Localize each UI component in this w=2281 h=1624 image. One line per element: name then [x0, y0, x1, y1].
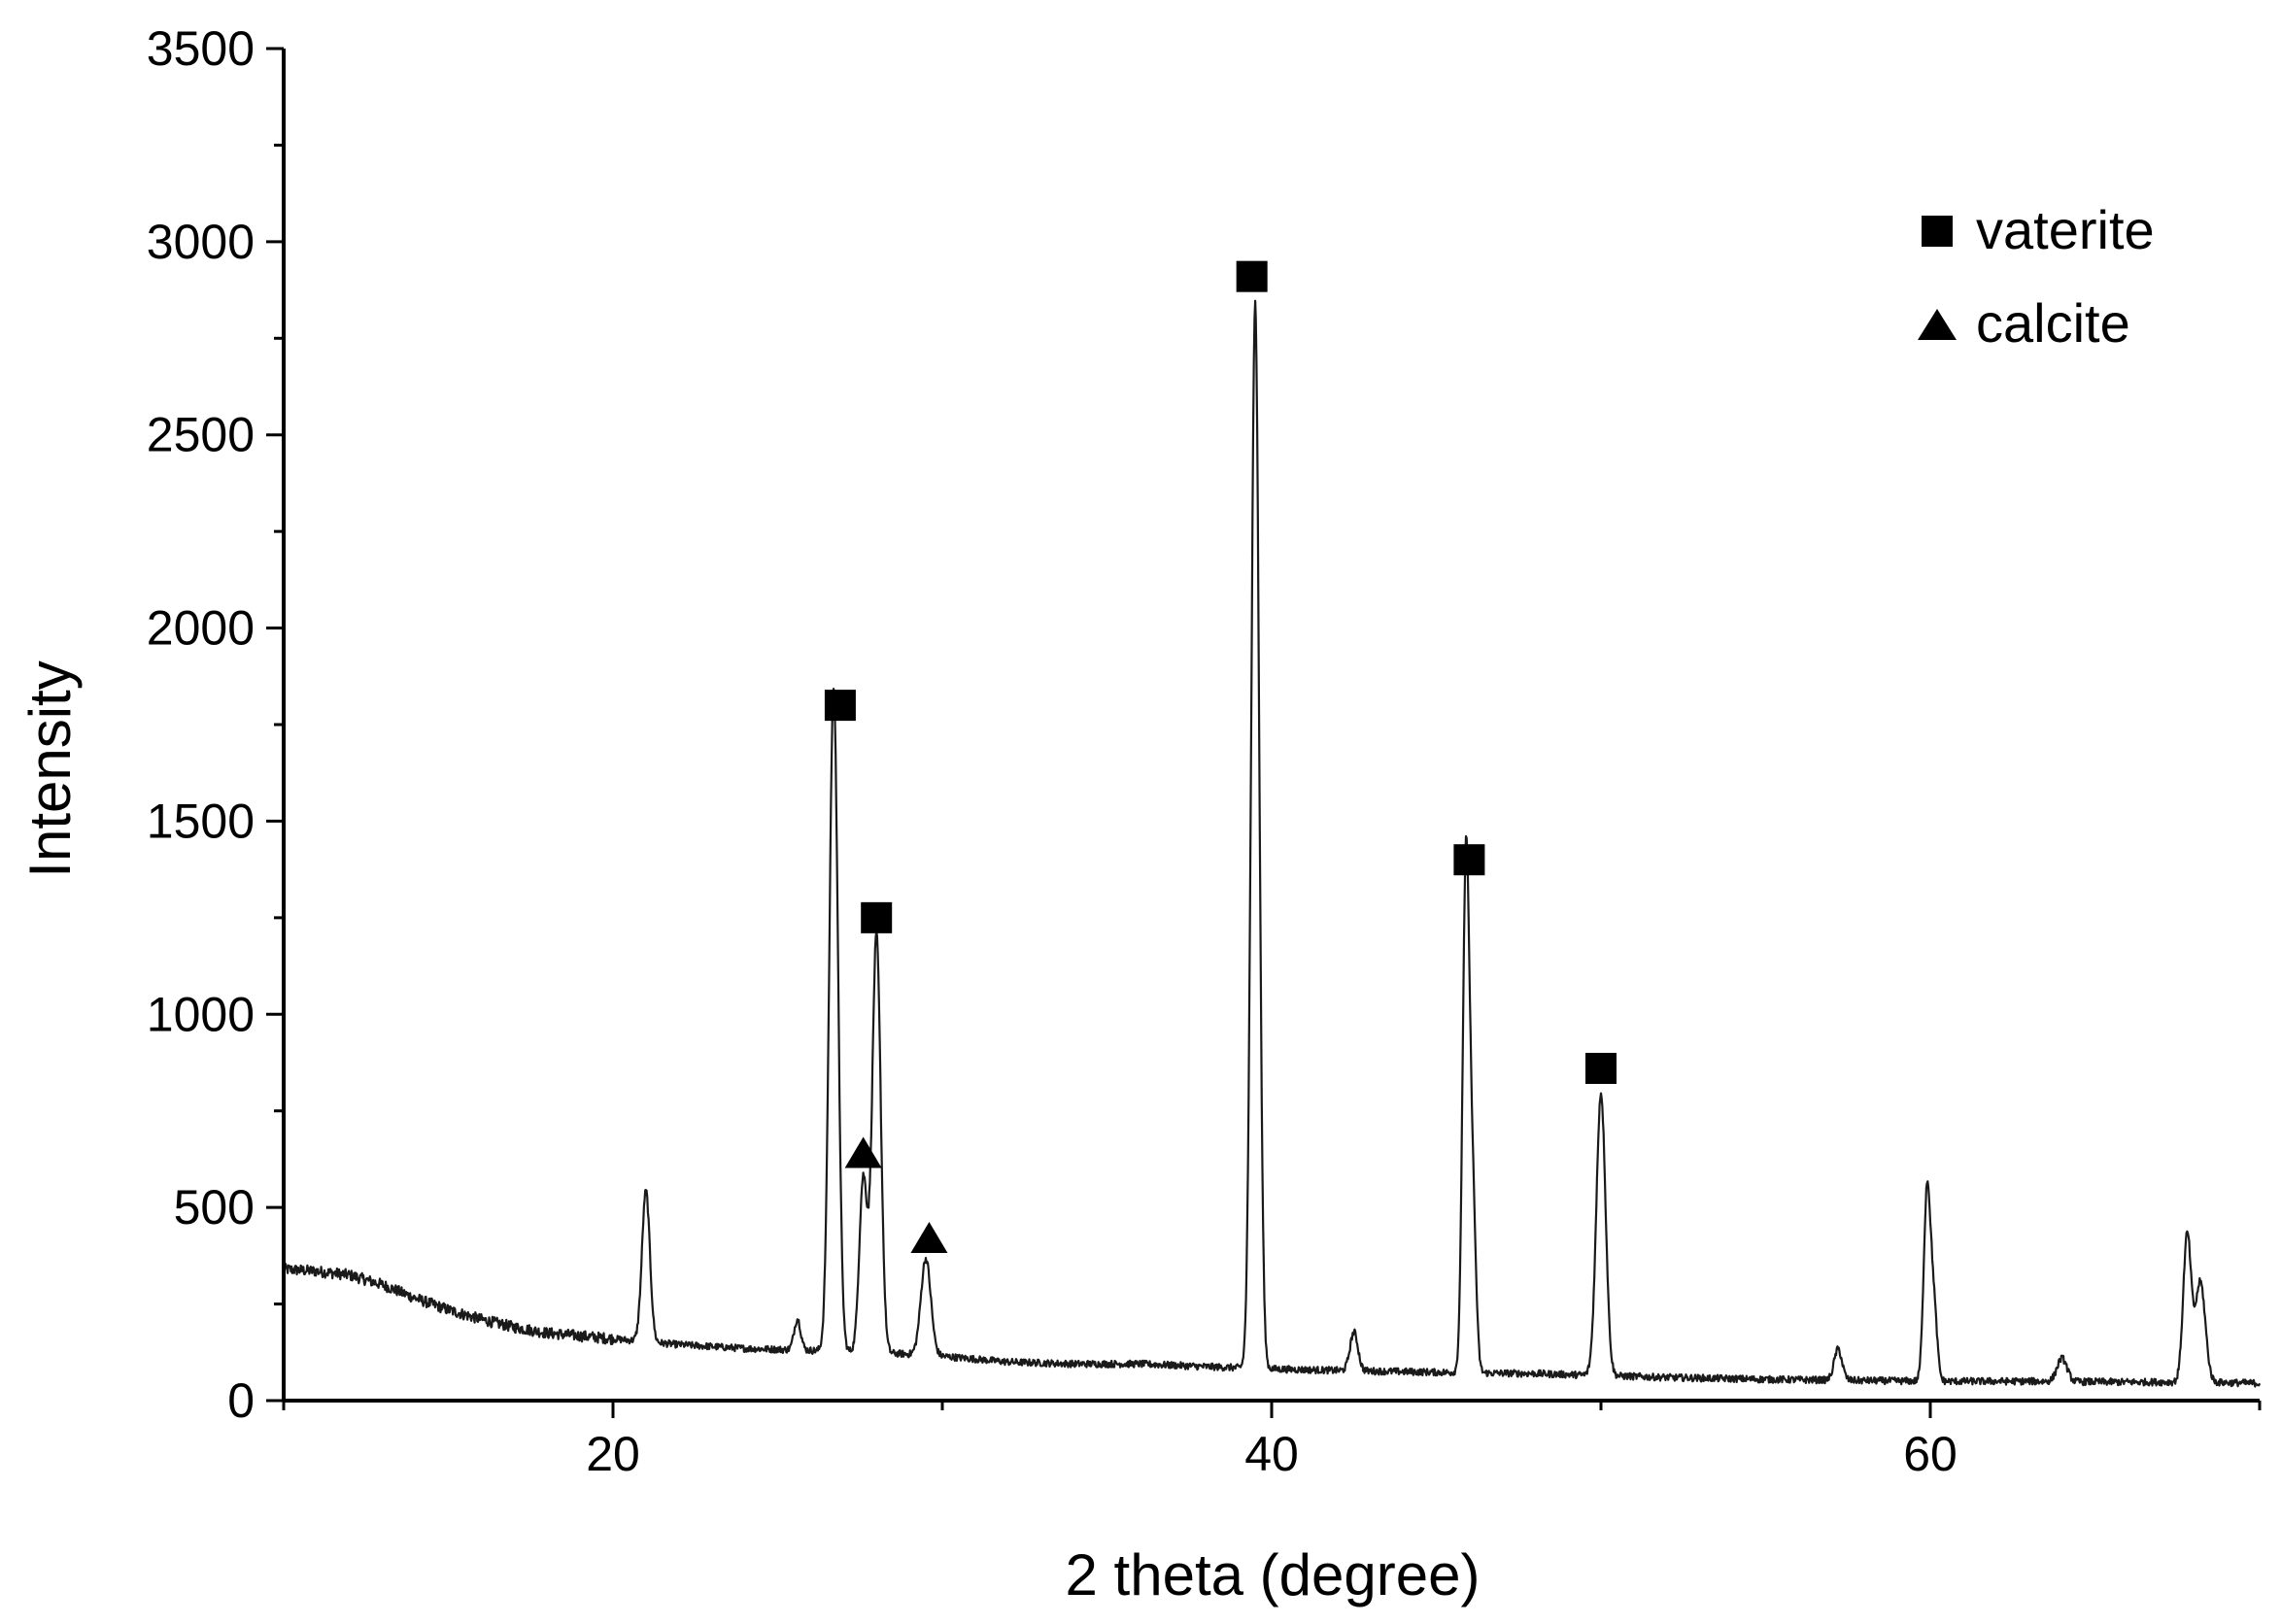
axes: [282, 49, 2260, 1403]
y-tick-label: 2500: [147, 408, 255, 462]
y-ticks: 0 500 1000 1500 2000 2500 3000 3500: [147, 21, 284, 1428]
x-ticks: 20 40 60: [282, 1401, 2262, 1481]
legend: vaterite calcite: [1918, 199, 2155, 354]
vaterite-peak-marker: [1585, 1052, 1617, 1084]
y-tick-label: 0: [227, 1373, 255, 1428]
legend-label-vaterite: vaterite: [1976, 199, 2155, 260]
y-tick-label: 1500: [147, 794, 255, 848]
x-tick-label: 60: [1903, 1427, 1958, 1481]
legend-marker-calcite: [1918, 309, 1957, 340]
y-tick-label: 1000: [147, 987, 255, 1041]
vaterite-peak-marker: [824, 690, 856, 722]
calcite-peak-marker: [910, 1221, 948, 1253]
x-axis-title: 2 theta (degree): [1066, 1542, 1481, 1607]
vaterite-peak-marker: [1453, 844, 1485, 876]
y-tick-label: 2000: [147, 601, 255, 656]
y-axis-title: Intensity: [17, 660, 83, 877]
vaterite-peak-marker: [861, 901, 893, 933]
phase-markers: [824, 260, 1617, 1253]
y-tick-label: 3500: [147, 21, 255, 76]
y-tick-label: 3000: [147, 215, 255, 269]
x-tick-label: 20: [586, 1427, 640, 1481]
legend-label-calcite: calcite: [1976, 292, 2130, 354]
series-line-xrd-pattern: [282, 299, 2262, 1388]
legend-marker-vaterite: [1922, 216, 1953, 247]
calcite-peak-marker: [844, 1136, 882, 1168]
vaterite-peak-marker: [1236, 260, 1268, 292]
x-tick-label: 40: [1244, 1427, 1299, 1481]
y-tick-label: 500: [174, 1180, 255, 1235]
